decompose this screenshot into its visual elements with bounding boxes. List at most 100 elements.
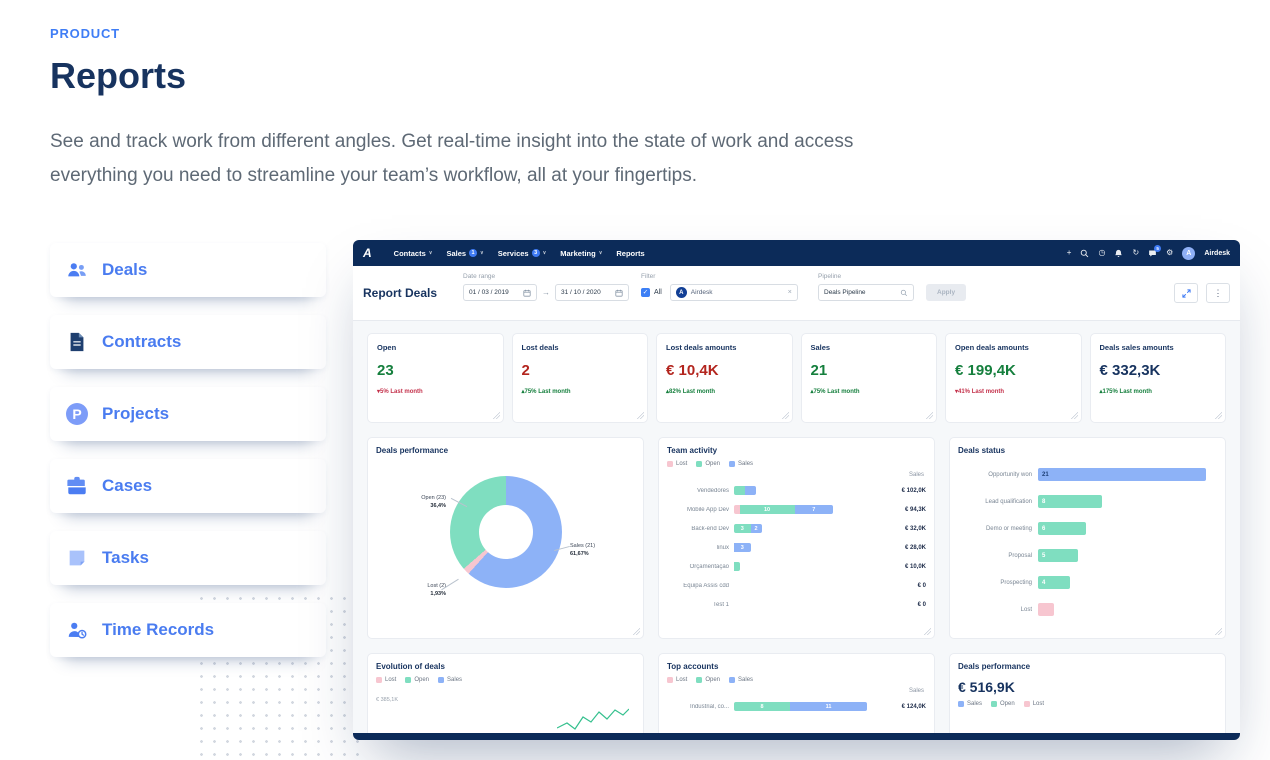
row-amount: € 32,0K <box>904 525 926 532</box>
resize-handle-icon[interactable] <box>781 412 789 419</box>
resize-handle-icon[interactable] <box>637 412 644 419</box>
history-icon[interactable]: ↻ <box>1132 248 1140 257</box>
user-avatar[interactable]: A <box>1182 246 1196 260</box>
nav-item-services[interactable]: Services 3 ∨ <box>498 249 547 258</box>
pipeline-input[interactable]: Deals Pipeline <box>818 284 914 301</box>
airdesk-logo[interactable]: A <box>363 246 372 260</box>
row-label: Prospecting <box>1000 579 1032 586</box>
resize-handle-icon[interactable] <box>633 628 640 635</box>
row-amount: € 28,0K <box>904 544 926 551</box>
chat-icon[interactable]: 5 <box>1148 244 1162 258</box>
timer-icon[interactable]: ◷ <box>1098 248 1106 257</box>
resize-handle-icon[interactable] <box>924 628 931 635</box>
stat-delta: ▾5% Last month <box>377 389 423 395</box>
nav-item-badge: 1 <box>469 249 478 257</box>
feature-card-cases[interactable]: Cases <box>50 459 326 513</box>
nav-item-sales[interactable]: Sales 1 ∨ <box>446 249 483 258</box>
row-amount: € 10,0K <box>904 563 926 570</box>
kpi-value: € 516,9K <box>958 679 1015 695</box>
bar-segment-open <box>734 486 745 495</box>
row-bars <box>734 562 882 571</box>
contracts-icon <box>70 332 84 352</box>
dashboard-content: Open 23 ▾5% Last month Lost deals 2 ▴75% Last… <box>353 321 1240 740</box>
expand-button[interactable] <box>1174 283 1198 303</box>
deals-status-row: Lost <box>958 596 1217 623</box>
chart-title: Deals status <box>958 446 1006 455</box>
row-label: Back-end Dev <box>691 525 729 532</box>
user-name: Airdesk <box>1204 249 1230 257</box>
plus-icon[interactable]: + <box>1066 248 1072 257</box>
nav-item-contacts[interactable]: Contacts ∨ <box>394 249 433 258</box>
legend-swatch <box>696 461 703 467</box>
bell-icon[interactable] <box>1114 249 1123 258</box>
resize-handle-icon[interactable] <box>926 412 933 419</box>
status-bar-open: 5 <box>1038 549 1078 562</box>
apply-button[interactable]: Apply <box>926 284 967 301</box>
chart-row: Equipa Assis cdd € 0 <box>667 576 926 595</box>
chart-row: Vendedores € 102,0K <box>667 481 926 500</box>
resize-handle-icon[interactable] <box>1070 412 1078 419</box>
report-title: Report Deals <box>363 286 438 300</box>
filter-all-label: All <box>654 289 662 296</box>
legend-swatch <box>991 701 998 707</box>
line-chart <box>557 708 629 730</box>
feature-label: Time Records <box>102 620 215 639</box>
pie-label-lost: Lost (2) 1,93% <box>427 583 446 597</box>
legend-swatch <box>667 461 673 467</box>
filter-all-checkbox[interactable]: ✓ <box>641 288 650 297</box>
row-label: Mobile App Dev <box>686 506 729 513</box>
feature-card-deals[interactable]: Deals <box>50 243 326 297</box>
pipeline-group: Pipeline Deals Pipeline Apply <box>818 273 967 301</box>
clear-icon[interactable]: × <box>787 289 792 296</box>
resize-handle-icon[interactable] <box>492 412 500 419</box>
chart-row: Mobile App Dev 10 7 € 94,3K <box>667 500 926 519</box>
legend-open: Open <box>696 677 720 683</box>
chart-title: Top accounts <box>667 662 719 671</box>
filter-user-chip[interactable]: A Airdesk × <box>669 284 798 301</box>
resize-handle-icon[interactable] <box>1215 628 1222 635</box>
nav-item-label: Contacts <box>393 248 426 258</box>
row-bars <box>734 486 882 495</box>
stat-title: Deals sales amounts <box>1099 343 1174 352</box>
legend-sales: Sales <box>729 677 753 683</box>
more-options-button[interactable]: ⋮ <box>1206 283 1230 303</box>
legend-sales: Sales <box>438 677 462 683</box>
deals-status-row: Opportunity won 21 <box>958 461 1217 488</box>
kebab-icon: ⋮ <box>1213 287 1223 298</box>
legend-swatch <box>729 461 736 467</box>
nav-item-marketing[interactable]: Marketing ∨ <box>560 249 602 258</box>
date-from-input[interactable]: 01 / 03 / 2019 <box>463 284 537 301</box>
feature-label: Cases <box>102 476 153 495</box>
status-bar-sales: 21 <box>1038 468 1206 481</box>
feature-card-projects[interactable]: P Projects <box>50 387 326 441</box>
expand-icon <box>1181 288 1191 298</box>
resize-handle-icon[interactable] <box>1215 412 1222 419</box>
feature-card-contracts[interactable]: Contracts <box>50 315 326 369</box>
feature-card-tasks[interactable]: Tasks <box>50 531 326 585</box>
settings-icon[interactable]: ⚙ <box>1166 248 1174 257</box>
bar-segment-sales: 7 <box>794 505 833 514</box>
legend-swatch <box>667 677 673 683</box>
bar-segment-lost <box>734 505 740 514</box>
legend-lost: Lost <box>376 677 396 683</box>
column-header: Sales <box>908 688 924 694</box>
legend-lost: Lost <box>667 677 687 683</box>
chevron-down-icon: ∨ <box>480 250 484 256</box>
feature-card-time-records[interactable]: Time Records <box>50 603 326 657</box>
bar-segment-sales <box>745 486 756 495</box>
chip-avatar: A <box>675 287 687 298</box>
stat-delta: ▴75% Last month <box>521 389 571 395</box>
bar-segment-open: 3 <box>734 524 751 533</box>
row-amount: € 102,0K <box>901 487 926 494</box>
chart-card-top-accounts: Top accounts Lost Open Sales Sales Industr… <box>658 653 935 740</box>
nav-item-reports[interactable]: Reports <box>616 249 644 258</box>
legend-swatch <box>376 677 382 683</box>
stat-title: Lost deals <box>521 343 559 352</box>
top-accounts-rows: Industrial, co... 8 11 € 124,0K <box>667 697 926 716</box>
date-to-input[interactable]: 31 / 10 / 2020 <box>555 284 629 301</box>
search-icon[interactable] <box>1080 249 1089 258</box>
row-amount: € 124,0K <box>901 703 926 710</box>
nav-item-label: Sales <box>446 248 467 258</box>
legend-lost: Lost <box>667 461 687 467</box>
